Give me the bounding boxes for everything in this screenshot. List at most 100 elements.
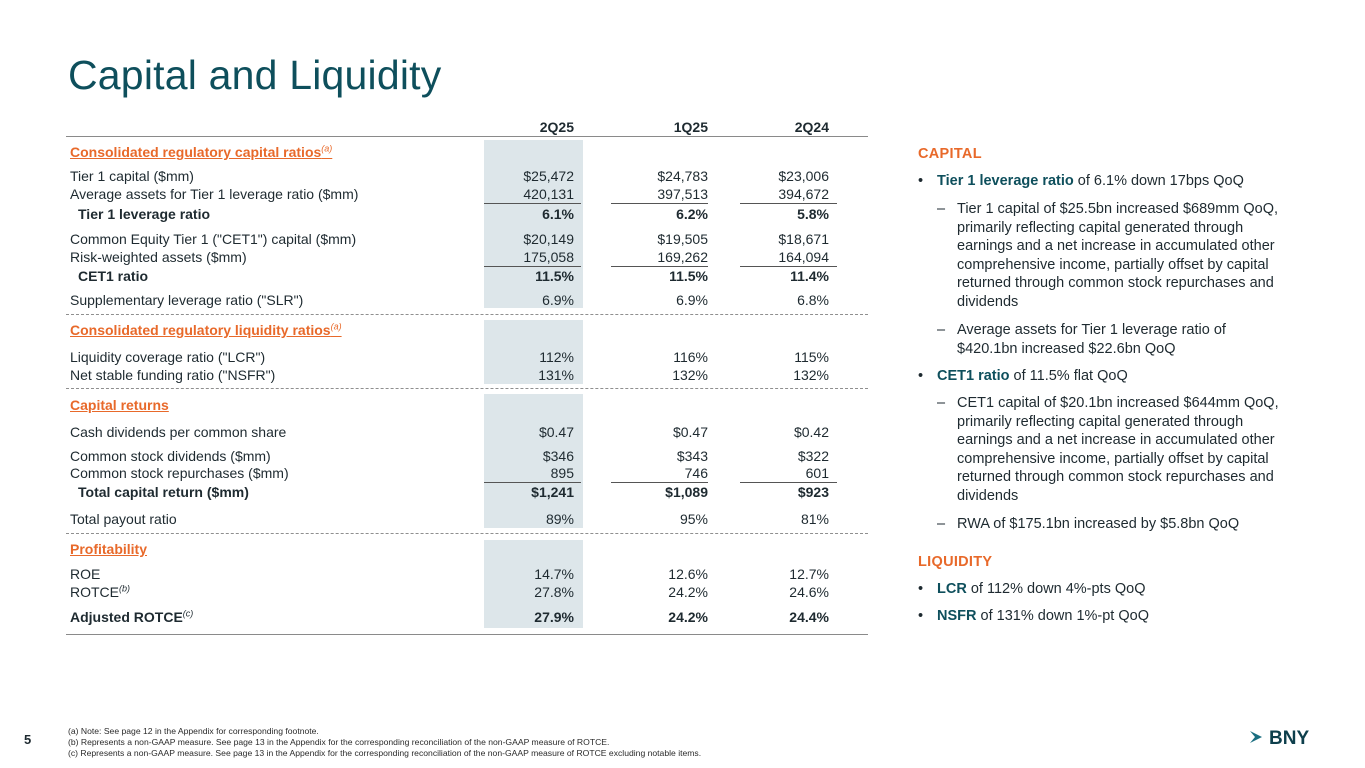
subtotal-rule: [484, 203, 581, 204]
section-profitability: Profitability: [70, 541, 148, 557]
cell-2q25: 27.8%: [534, 584, 574, 600]
cell-2q25: 6.1%: [542, 206, 574, 222]
cell-2q24: 81%: [800, 511, 829, 527]
table-row: Common stock repurchases ($mm) 895 746 6…: [66, 464, 868, 482]
cell-2q24: $322: [797, 448, 829, 464]
cell-2q25: 6.9%: [542, 292, 574, 308]
table-row: ROE 14.7% 12.6% 12.7%: [66, 565, 868, 583]
table-row: Average assets for Tier 1 leverage ratio…: [66, 185, 868, 203]
row-label: Net stable funding ratio ("NSFR"): [70, 367, 276, 383]
table-row: Liquidity coverage ratio ("LCR") 112% 11…: [66, 348, 868, 366]
cell-2q25: $25,472: [523, 168, 574, 184]
footnote-a: (a) Note: See page 12 in the Appendix fo…: [68, 726, 319, 736]
row-label: Risk-weighted assets ($mm): [70, 249, 247, 265]
cell-2q24: 164,094: [778, 249, 829, 265]
cell-1q25: 95%: [679, 511, 708, 527]
row-label: Liquidity coverage ratio ("LCR"): [70, 349, 266, 365]
cell-1q25: 6.9%: [676, 292, 708, 308]
row-label: Tier 1 leverage ratio: [78, 206, 211, 222]
row-label: Supplementary leverage ratio ("SLR"): [70, 292, 304, 308]
section-divider: [66, 314, 868, 315]
table-row: Risk-weighted assets ($mm) 175,058 169,2…: [66, 248, 868, 266]
subtotal-rule: [740, 482, 837, 483]
cell-2q25: 89%: [545, 511, 574, 527]
column-header-2q24: 2Q24: [794, 119, 829, 135]
cell-1q25: 24.2%: [668, 584, 708, 600]
section-capital-returns: Capital returns: [70, 397, 169, 413]
footnote-b: (b) Represents a non-GAAP measure. See p…: [68, 737, 610, 747]
row-label: ROE: [70, 566, 101, 582]
subtotal-rule: [611, 482, 708, 483]
logo-text: BNY: [1269, 728, 1309, 747]
dash-icon: –: [937, 322, 946, 338]
row-label: Common stock dividends ($mm): [70, 448, 271, 464]
cell-2q25: 131%: [538, 367, 574, 383]
section-liquidity-ratios: Consolidated regulatory liquidity ratios…: [70, 321, 342, 338]
row-label: Tier 1 capital ($mm): [70, 168, 194, 184]
section-divider: [66, 533, 868, 534]
subtotal-rule: [484, 482, 581, 483]
table-row: CET1 ratio 11.5% 11.5% 11.4%: [66, 267, 868, 285]
cell-2q24: 11.4%: [790, 268, 829, 284]
row-label: Common stock repurchases ($mm): [70, 465, 289, 481]
row-label: Cash dividends per common share: [70, 424, 287, 440]
cell-2q24: 115%: [794, 349, 829, 365]
row-label: Common Equity Tier 1 ("CET1") capital ($…: [70, 231, 357, 247]
column-header-1q25: 1Q25: [673, 119, 708, 135]
subtotal-rule: [484, 266, 581, 267]
cell-1q25: $343: [676, 448, 708, 464]
section-capital-ratios: Consolidated regulatory capital ratios(a…: [70, 143, 333, 160]
cell-1q25: $0.47: [672, 424, 708, 440]
cell-2q24: 6.8%: [797, 292, 829, 308]
bullet-icon: •: [918, 368, 924, 384]
shade-block-capital: [484, 140, 583, 308]
cell-2q24: $923: [797, 484, 829, 500]
row-label: Average assets for Tier 1 leverage ratio…: [70, 186, 359, 202]
cell-2q25: 11.5%: [535, 268, 574, 284]
dash-icon: –: [937, 516, 946, 532]
cell-1q25: 132%: [672, 367, 708, 383]
subtotal-rule: [611, 203, 708, 204]
cell-2q25: 175,058: [523, 249, 574, 265]
shade-block-liquidity: [484, 320, 583, 384]
cell-2q24: $18,671: [778, 231, 829, 247]
cell-2q24: 24.6%: [789, 584, 829, 600]
cell-1q25: $24,783: [657, 168, 708, 184]
cell-2q24: 601: [805, 465, 829, 481]
table-row: Net stable funding ratio ("NSFR") 131% 1…: [66, 366, 868, 384]
row-label: Total capital return ($mm): [78, 484, 249, 500]
capital-heading: CAPITAL: [918, 146, 982, 162]
cell-2q25: 14.7%: [534, 566, 574, 582]
bullet-icon: •: [918, 581, 924, 597]
logo-chevron-icon: [1250, 731, 1262, 743]
cell-2q25: 895: [550, 465, 574, 481]
header-rule: [66, 136, 868, 137]
table-row: Common stock dividends ($mm) $346 $343 $…: [66, 447, 868, 465]
cell-2q25: $0.47: [538, 424, 574, 440]
subtotal-rule: [611, 266, 708, 267]
cell-2q25: 27.9%: [534, 609, 574, 625]
cell-1q25: 397,513: [657, 186, 708, 202]
cell-2q24: 394,672: [778, 186, 829, 202]
table-row: Total payout ratio 89% 95% 81%: [66, 510, 868, 528]
cell-2q24: 5.8%: [797, 206, 829, 222]
table-row: ROTCE(b) 27.8% 24.2% 24.6%: [66, 583, 868, 601]
dash-icon: –: [937, 201, 946, 217]
cell-1q25: 24.2%: [668, 609, 708, 625]
subtotal-rule: [740, 203, 837, 204]
table-row: Cash dividends per common share $0.47 $0…: [66, 423, 868, 441]
subtotal-rule: [740, 266, 837, 267]
cell-2q25: 112%: [539, 349, 574, 365]
cell-2q25: $1,241: [531, 484, 574, 500]
row-label: CET1 ratio: [78, 268, 149, 284]
table-row: Total capital return ($mm) $1,241 $1,089…: [66, 483, 868, 501]
table-row: Common Equity Tier 1 ("CET1") capital ($…: [66, 230, 868, 248]
bny-logo: BNY: [1250, 728, 1309, 747]
cell-1q25: 746: [684, 465, 708, 481]
shade-block-returns: [484, 394, 583, 528]
cell-2q25: $20,149: [523, 231, 574, 247]
column-header-2q25: 2Q25: [539, 119, 574, 135]
page-title: Capital and Liquidity: [68, 52, 442, 98]
table-row: Supplementary leverage ratio ("SLR") 6.9…: [66, 291, 868, 309]
table-row: Tier 1 leverage ratio 6.1% 6.2% 5.8%: [66, 205, 868, 223]
